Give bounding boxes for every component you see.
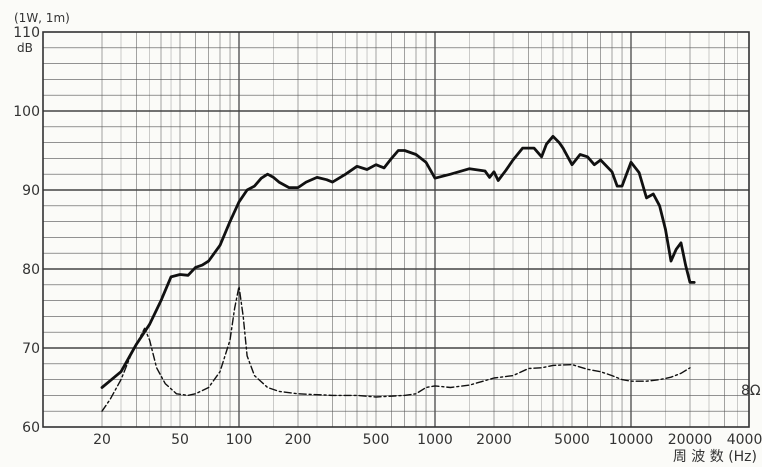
y-tick-label: 60	[22, 420, 40, 436]
y-tick-label: 80	[22, 262, 40, 278]
x-tick-label: 10000	[609, 432, 654, 448]
frequency-response-line	[100, 134, 696, 389]
x-tick-labels: 20 50 100 200 500 1000 2000 5000 10000 20000 40000	[93, 432, 762, 448]
y-tick-label: 90	[22, 183, 40, 199]
y-tick-labels: 60 70 80 90 100 110	[13, 25, 40, 436]
x-tick-label: 200	[285, 432, 312, 448]
x-tick-label: 1000	[417, 432, 453, 448]
x-tick-label: 2000	[476, 432, 512, 448]
x-tick-label: 20000	[668, 432, 713, 448]
x-tick-label: 5000	[554, 432, 590, 448]
y-tick-label: 70	[22, 341, 40, 357]
impedance-curve-line	[101, 285, 691, 412]
x-tick-label: 50	[171, 432, 189, 448]
x-axis-label: 周 波 数 (Hz)	[673, 449, 757, 465]
plot-frame	[42, 31, 750, 428]
impedance-label: 8Ω	[741, 383, 761, 399]
x-tick-label: 20	[93, 432, 111, 448]
y-tick-label: 100	[13, 104, 40, 120]
y-tick-label: 110	[13, 25, 40, 41]
x-tick-label: 100	[226, 432, 253, 448]
measurement-conditions: (1W, 1m)	[14, 11, 70, 25]
x-tick-label: 500	[363, 432, 390, 448]
series-layer	[100, 134, 696, 412]
y-axis-unit: dB	[17, 41, 33, 55]
grid	[43, 32, 749, 427]
x-tick-label: 40000	[727, 432, 762, 448]
